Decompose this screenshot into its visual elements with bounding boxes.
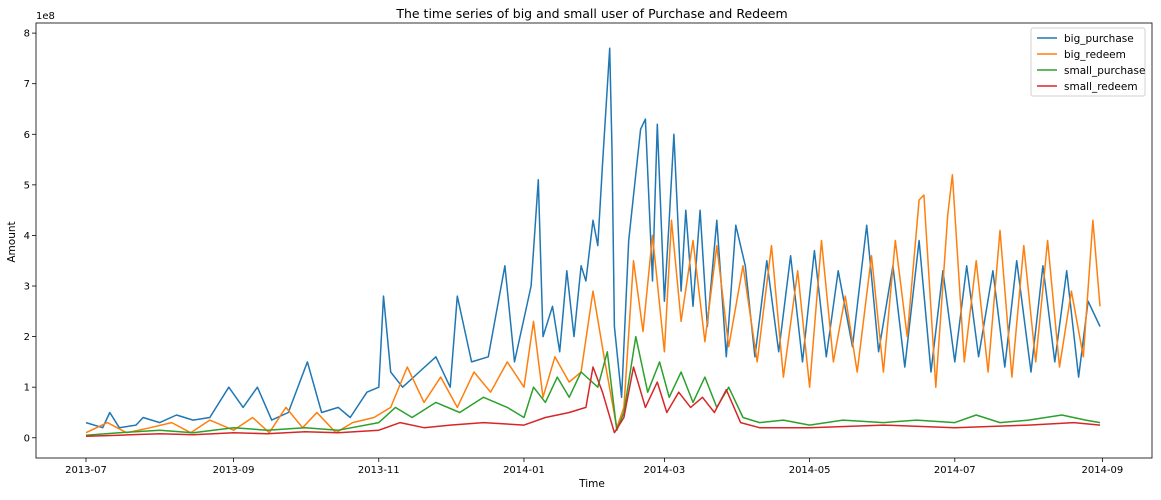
x-tick-label: 2013-09 [213, 465, 255, 476]
y-tick-label: 7 [24, 79, 30, 90]
y-offset-text: 1e8 [36, 11, 55, 22]
legend-label: big_redeem [1064, 49, 1126, 61]
legend-box [1030, 27, 1146, 97]
x-axis-label: Time [578, 478, 605, 490]
series-line-small-purchase [85, 335, 1101, 436]
legend-label: small_purchase [1064, 65, 1145, 77]
y-tick-label: 3 [24, 282, 30, 293]
series-lines [85, 47, 1101, 438]
x-tick-label: 2014-07 [934, 465, 976, 476]
x-tick-label: 2014-09 [1081, 465, 1123, 476]
y-tick-label: 1 [24, 383, 30, 394]
x-tick-label: 2013-11 [358, 465, 400, 476]
series-line-small-redeem [85, 366, 1101, 438]
x-tick-label: 2014-05 [789, 465, 831, 476]
y-tick-label: 8 [24, 29, 30, 40]
legend-label: big_purchase [1064, 33, 1134, 45]
y-tick-label: 2 [24, 332, 30, 343]
y-tick-label: 4 [24, 231, 30, 242]
series-line-big-redeem [85, 173, 1101, 434]
series-line-big-purchase [85, 47, 1101, 429]
x-tick-label: 2014-01 [503, 465, 545, 476]
y-axis: 0 1 2 3 4 5 6 7 8 [24, 29, 36, 444]
x-tick-label: 2013-07 [65, 465, 107, 476]
y-axis-label: Amount [6, 221, 18, 262]
x-tick-label: 2014-03 [644, 465, 686, 476]
chart-title: The time series of big and small user of… [395, 6, 787, 21]
y-tick-label: 6 [24, 130, 30, 141]
x-axis: 2013-07 2013-09 2013-11 2014-01 2014-03 2014-… [65, 458, 1123, 476]
legend: big_purchase big_redeem small_purchasesmal… [1030, 27, 1146, 97]
y-tick-label: 0 [24, 433, 30, 444]
plot-frame [35, 22, 1153, 459]
y-tick-label: 5 [24, 180, 30, 191]
legend-label: small_redeem [1064, 81, 1138, 93]
